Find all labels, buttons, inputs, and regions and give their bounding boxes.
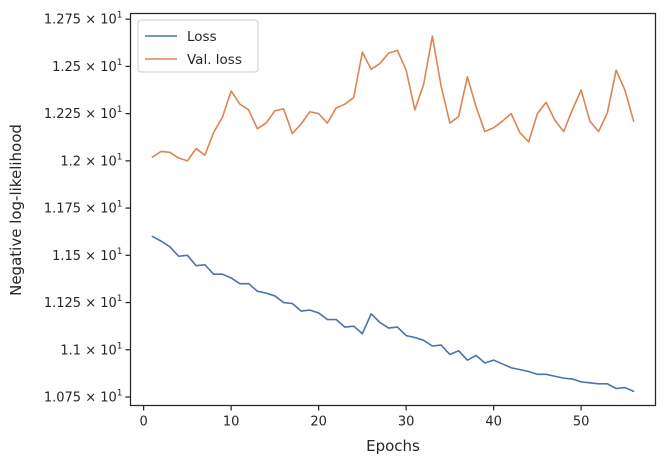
y-tick-label: 1.175 × 101 xyxy=(44,200,123,217)
y-tick-label: 1.275 × 101 xyxy=(44,11,123,28)
x-tick-label: 30 xyxy=(398,415,415,430)
legend: Loss Val. loss xyxy=(137,19,259,73)
series-line-val-loss xyxy=(151,35,635,162)
plot-lines xyxy=(151,35,635,393)
y-tick-label: 1.075 × 101 xyxy=(44,388,123,405)
x-axis-label: Epochs xyxy=(366,437,420,455)
legend-label-loss: Loss xyxy=(187,29,217,45)
x-tick-label: 20 xyxy=(310,415,327,430)
y-tick-label: 1.2 × 101 xyxy=(60,152,122,169)
x-tick-label: 50 xyxy=(573,415,590,430)
y-axis-label: Negative log-likelihood xyxy=(7,124,25,296)
y-tick-label: 1.125 × 101 xyxy=(44,294,123,311)
y-tick-label: 1.15 × 101 xyxy=(52,247,122,264)
y-tick-label: 1.25 × 101 xyxy=(52,58,122,75)
y-tick-label: 1.225 × 101 xyxy=(44,105,123,122)
series-line-loss xyxy=(151,235,635,393)
plot-frame xyxy=(129,12,657,407)
legend-label-val-loss: Val. loss xyxy=(187,52,242,68)
x-tick-label: 0 xyxy=(139,415,147,430)
y-tick-label: 1.1 × 101 xyxy=(60,341,122,358)
x-tick-label: 40 xyxy=(485,415,502,430)
x-axis-ticks: 0 10 20 30 40 50 xyxy=(139,405,590,430)
x-tick-label: 10 xyxy=(223,415,240,430)
y-axis-ticks: 1.075 × 101 1.1 × 101 1.125 × 101 1.15 × 10… xyxy=(44,11,131,405)
